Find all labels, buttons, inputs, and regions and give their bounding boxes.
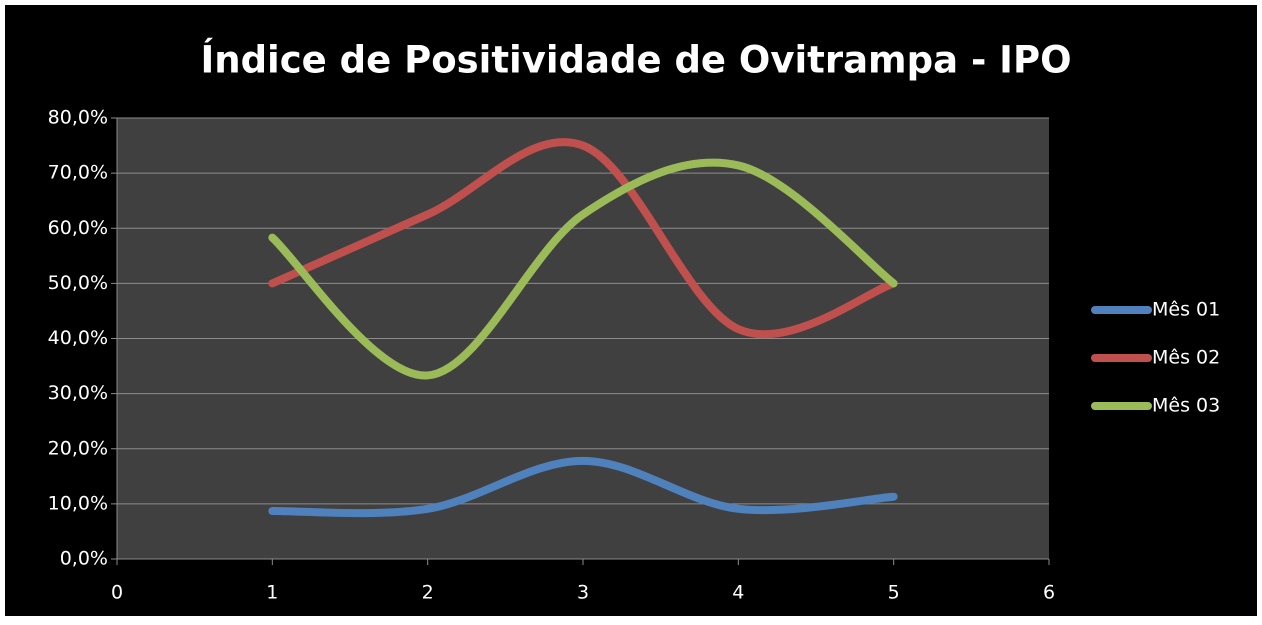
y-tick-label: 20,0% bbox=[48, 437, 108, 459]
x-tick-label: 0 bbox=[111, 582, 123, 604]
y-tick-label: 30,0% bbox=[48, 382, 108, 404]
y-tick-label: 80,0% bbox=[48, 107, 108, 129]
x-tick-label: 6 bbox=[1043, 582, 1055, 604]
x-tick-label: 3 bbox=[577, 582, 589, 604]
y-tick-label: 0,0% bbox=[60, 548, 108, 570]
series-line bbox=[268, 158, 898, 380]
x-tick-label: 1 bbox=[266, 582, 278, 604]
x-tick-label: 5 bbox=[888, 582, 900, 604]
legend-label: Mês 01 bbox=[1152, 299, 1220, 321]
chart-title: Índice de Positividade de Ovitrampa - IP… bbox=[200, 38, 1071, 82]
y-tick-label: 60,0% bbox=[48, 217, 108, 239]
legend-label: Mês 02 bbox=[1152, 347, 1220, 369]
x-tick-label: 2 bbox=[422, 582, 434, 604]
x-tick-label: 4 bbox=[732, 582, 744, 604]
series-line bbox=[268, 456, 898, 518]
legend-label: Mês 03 bbox=[1152, 395, 1220, 417]
series-line bbox=[268, 138, 898, 339]
y-tick-label: 70,0% bbox=[48, 162, 108, 184]
y-tick-label: 40,0% bbox=[48, 327, 108, 349]
y-tick-label: 10,0% bbox=[48, 492, 108, 514]
y-tick-label: 50,0% bbox=[48, 272, 108, 294]
